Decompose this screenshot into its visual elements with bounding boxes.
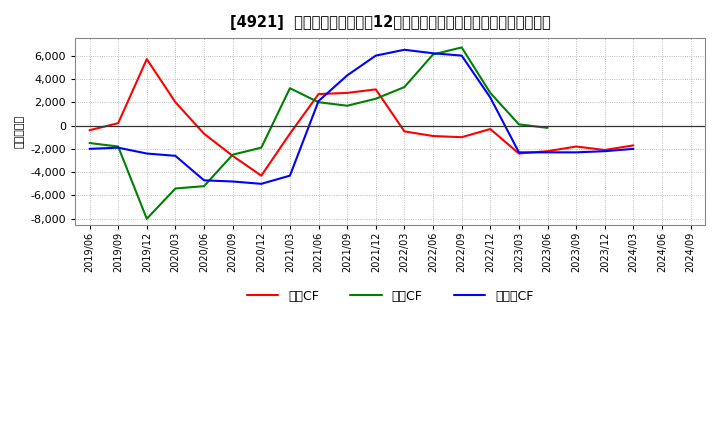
営業CF bbox=[343, 90, 351, 95]
営業CF bbox=[228, 153, 237, 158]
営業CF bbox=[114, 121, 122, 126]
営業CF bbox=[143, 56, 151, 62]
投資CF bbox=[199, 183, 208, 189]
フリーCF bbox=[85, 146, 94, 151]
投資CF bbox=[486, 90, 495, 95]
営業CF bbox=[543, 149, 552, 154]
フリーCF bbox=[629, 146, 638, 151]
投資CF bbox=[372, 96, 380, 101]
投資CF bbox=[171, 186, 180, 191]
投資CF bbox=[543, 125, 552, 131]
Line: 営業CF: 営業CF bbox=[89, 59, 634, 176]
フリーCF bbox=[543, 150, 552, 155]
フリーCF bbox=[286, 173, 294, 178]
投資CF bbox=[515, 122, 523, 127]
Line: フリーCF: フリーCF bbox=[89, 50, 634, 184]
フリーCF bbox=[199, 178, 208, 183]
営業CF bbox=[372, 87, 380, 92]
営業CF bbox=[400, 129, 409, 134]
フリーCF bbox=[114, 145, 122, 150]
投資CF bbox=[228, 152, 237, 158]
フリーCF bbox=[486, 95, 495, 100]
Title: [4921]  キャッシュフローの12か月移動合計の対前年同期増減額の推移: [4921] キャッシュフローの12か月移動合計の対前年同期増減額の推移 bbox=[230, 15, 551, 30]
投資CF bbox=[428, 52, 437, 57]
Line: 投資CF: 投資CF bbox=[89, 48, 547, 219]
フリーCF bbox=[171, 153, 180, 158]
営業CF bbox=[314, 92, 323, 97]
営業CF bbox=[286, 131, 294, 136]
営業CF bbox=[199, 131, 208, 136]
フリーCF bbox=[428, 51, 437, 56]
営業CF bbox=[457, 135, 466, 140]
Y-axis label: （百万円）: （百万円） bbox=[15, 115, 25, 148]
フリーCF bbox=[372, 53, 380, 58]
フリーCF bbox=[457, 53, 466, 58]
投資CF bbox=[286, 86, 294, 91]
フリーCF bbox=[600, 149, 609, 154]
営業CF bbox=[515, 151, 523, 156]
投資CF bbox=[400, 84, 409, 90]
フリーCF bbox=[400, 47, 409, 52]
投資CF bbox=[143, 216, 151, 221]
フリーCF bbox=[143, 151, 151, 156]
フリーCF bbox=[314, 99, 323, 104]
投資CF bbox=[343, 103, 351, 108]
営業CF bbox=[257, 173, 266, 178]
営業CF bbox=[600, 147, 609, 153]
Legend: 営業CF, 投資CF, フリーCF: 営業CF, 投資CF, フリーCF bbox=[242, 285, 539, 308]
投資CF bbox=[114, 144, 122, 149]
投資CF bbox=[257, 145, 266, 150]
投資CF bbox=[85, 140, 94, 146]
営業CF bbox=[85, 128, 94, 133]
営業CF bbox=[428, 133, 437, 139]
投資CF bbox=[457, 45, 466, 50]
フリーCF bbox=[515, 150, 523, 155]
フリーCF bbox=[343, 73, 351, 78]
営業CF bbox=[629, 143, 638, 148]
営業CF bbox=[171, 99, 180, 105]
投資CF bbox=[314, 99, 323, 105]
フリーCF bbox=[228, 179, 237, 184]
営業CF bbox=[486, 126, 495, 132]
フリーCF bbox=[572, 150, 580, 155]
フリーCF bbox=[257, 181, 266, 187]
営業CF bbox=[572, 144, 580, 149]
